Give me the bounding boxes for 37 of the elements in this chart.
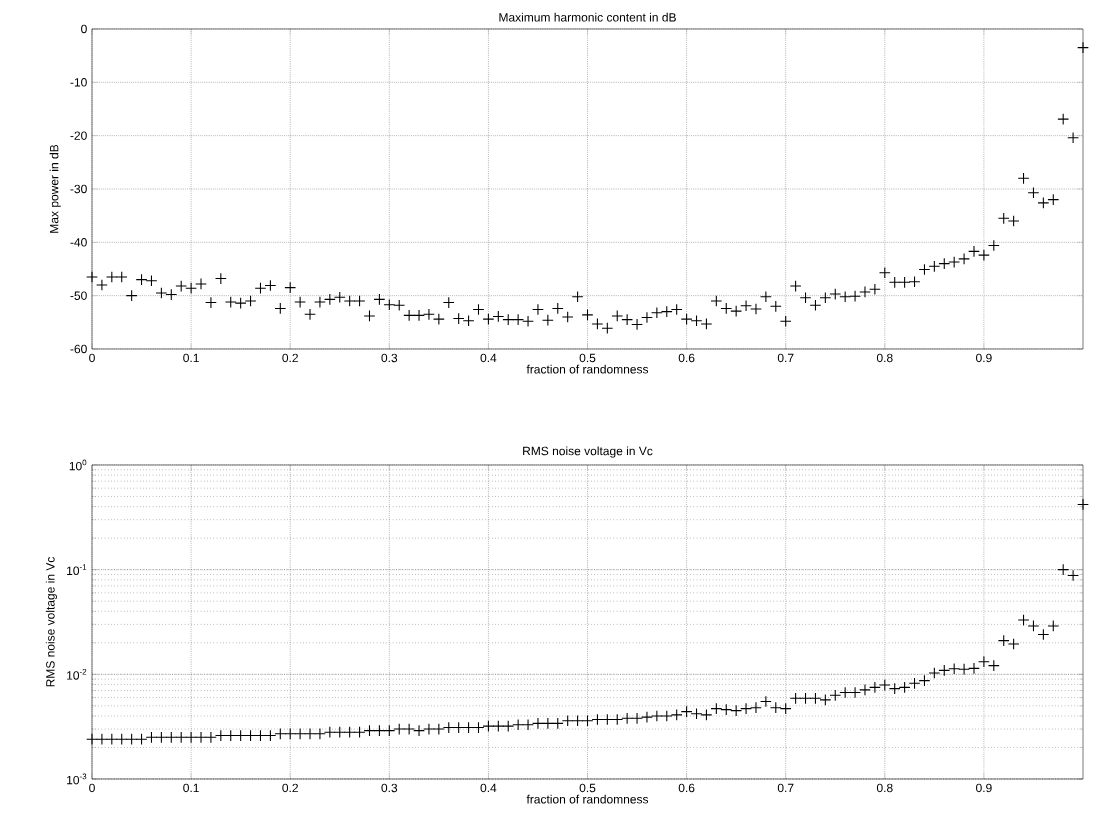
y-axis-title: Max power in dB [49,144,61,233]
x-tick-label: 0.9 [976,783,992,793]
x-tick-label: 0.8 [876,783,893,793]
y-tick-label: 10$^{0}$ [69,459,87,471]
x-tick-label: 0.8 [876,353,893,363]
y-tick-label: -20 [70,131,87,140]
y-tick-label: -50 [70,291,87,300]
y-axis-title: RMS noise voltage in Vc [45,556,58,687]
x-tick-label: 0.3 [381,353,398,363]
x-tick-label: 0.6 [678,783,695,793]
x-tick-label: 0.5 [579,353,596,363]
y-tick-label: -10 [70,78,87,87]
x-tick-label: 0.2 [282,353,298,363]
chart-title: RMS noise voltage in Vc [523,446,653,458]
x-tick-label: 0.4 [480,353,497,363]
x-tick-label: 0 [89,353,95,363]
y-tick-label: 0 [81,24,87,34]
x-tick-label: 0.9 [976,353,992,363]
chart-title: Maximum harmonic content in dB [499,12,676,22]
x-tick-label: 0.1 [183,783,199,793]
x-tick-label: 0.3 [381,783,398,793]
y-tick-label: 10$^{-3}$ [67,773,87,785]
y-tick-label: 10$^{-1}$ [67,564,87,576]
y-tick-label: 10$^{-2}$ [67,668,87,680]
x-tick-label: 0.1 [183,353,199,363]
x-axis-title: fraction of randomness [526,364,649,374]
x-tick-label: 0.5 [579,783,596,793]
x-tick-label: 0.7 [777,783,794,793]
x-tick-label: 0.6 [678,353,695,363]
y-tick-label: -30 [70,184,87,194]
x-tick-label: 0.4 [480,783,497,793]
x-tick-label: 0 [89,783,95,793]
x-axis-title: fraction of randomness [526,794,649,804]
x-tick-label: 0.7 [777,353,794,363]
y-tick-label: -40 [70,238,87,247]
x-tick-label: 0.2 [282,783,298,793]
y-tick-label: -60 [70,344,87,354]
